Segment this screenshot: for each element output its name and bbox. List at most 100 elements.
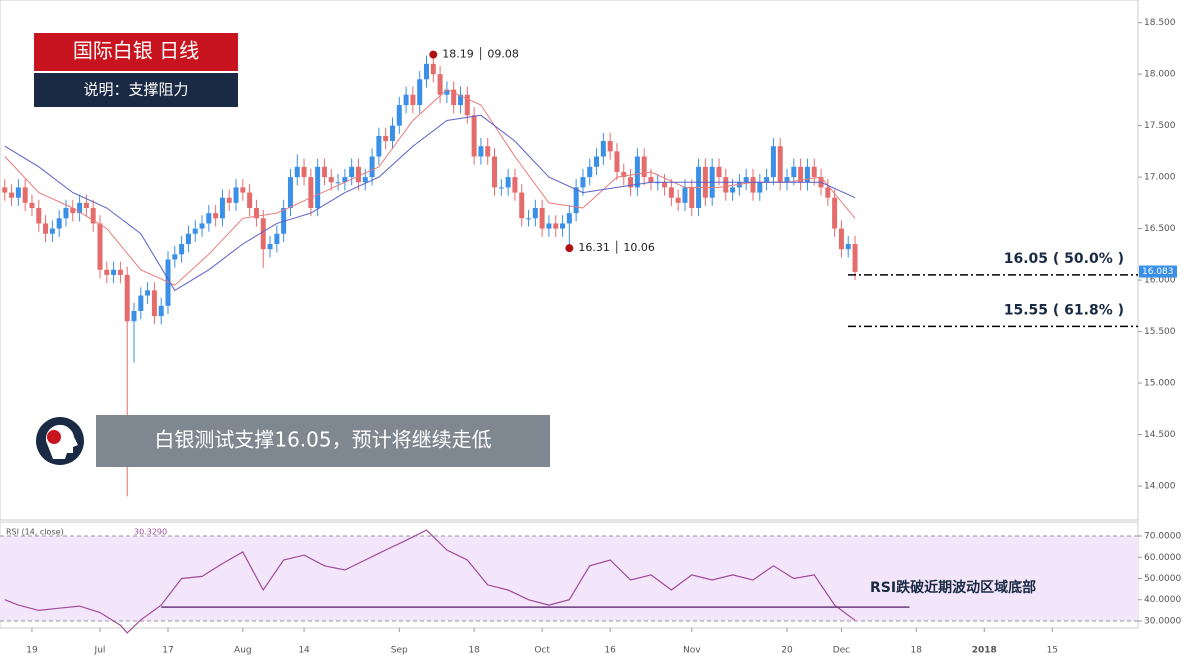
rsi-band <box>0 536 1138 621</box>
candle-body <box>485 146 491 157</box>
candle-body <box>206 213 212 224</box>
candle-body <box>526 218 532 220</box>
candle-body <box>233 187 239 203</box>
candle-body <box>369 156 375 178</box>
candle-body <box>315 166 321 208</box>
candle-body <box>764 177 770 183</box>
y-tick-label: 14.500 <box>1144 430 1176 440</box>
y-tick-label: 17.500 <box>1144 121 1176 131</box>
candle-body <box>267 244 273 250</box>
candle-body <box>328 177 334 183</box>
candle-body <box>97 223 103 270</box>
candle-body <box>349 166 355 178</box>
y-tick-label: 15.500 <box>1144 327 1176 337</box>
title: 国际白银 日线 <box>73 39 199 63</box>
candle-body <box>770 146 776 178</box>
logo <box>36 417 84 465</box>
candle-body <box>63 208 69 219</box>
candle-body <box>77 202 83 214</box>
candle-body <box>36 208 42 224</box>
candle-body <box>662 182 668 188</box>
candle-body <box>9 192 15 198</box>
candle-body <box>90 208 96 224</box>
candle-body <box>845 244 851 250</box>
candle-body <box>437 74 443 95</box>
y-tick-label: 60.0000 <box>1144 553 1181 563</box>
candle-body <box>675 197 681 203</box>
candle-body <box>131 310 137 322</box>
candle-body <box>832 197 838 229</box>
x-tick-label: Jul <box>94 646 106 656</box>
candle-body <box>811 166 817 178</box>
x-tick-label: 20 <box>781 646 793 656</box>
y-tick-label: 18.500 <box>1144 18 1176 28</box>
candle-body <box>213 213 219 219</box>
candle-body <box>668 187 674 198</box>
candle-body <box>498 187 504 189</box>
rsi-line <box>4 529 856 634</box>
candle-body <box>124 274 130 322</box>
candle-body <box>587 166 593 178</box>
candle-body <box>396 105 402 126</box>
candle-body <box>648 177 654 183</box>
subtitle-box <box>34 73 238 107</box>
candle-body <box>145 290 151 296</box>
candle-body <box>614 151 620 172</box>
x-tick-label: Dec <box>833 646 850 656</box>
y-tick-label: 14.000 <box>1144 482 1176 492</box>
candle-body <box>743 177 749 183</box>
candle-body <box>43 223 49 234</box>
candle-body <box>464 94 470 116</box>
candle-body <box>573 187 579 214</box>
moving-average <box>4 114 856 292</box>
annotation-label: 16.31 │ 10.06 <box>578 240 655 254</box>
candle-body <box>253 208 259 219</box>
rsi-annotation: RSI跌破近期波动区域底部 <box>870 579 1036 596</box>
rsi-title: RSI (14, close) <box>6 528 64 537</box>
candle-body <box>852 244 858 272</box>
title-box <box>34 33 238 71</box>
candle-body <box>730 187 736 193</box>
candle-body <box>294 166 300 178</box>
candle-body <box>634 156 640 188</box>
candle-body <box>798 166 804 183</box>
candle-body <box>179 244 185 255</box>
x-tick-label: 2018 <box>972 646 997 656</box>
caption: 白银测试支撑16.05，预计将继续走低 <box>154 428 491 452</box>
x-tick-label: Nov <box>683 646 701 656</box>
annotation-label: 18.19 │ 09.08 <box>442 47 519 61</box>
x-tick-label: 17 <box>162 646 173 656</box>
level-label: 15.55 ( 61.8% ) <box>1004 302 1124 318</box>
candle-body <box>185 233 191 245</box>
candle-body <box>376 135 382 157</box>
candle-body <box>240 187 246 193</box>
candle-body <box>607 141 613 152</box>
last-price-tag <box>1139 265 1177 278</box>
x-tick-label: Aug <box>234 646 252 656</box>
candle-body <box>49 228 55 234</box>
candle-body <box>423 63 429 80</box>
candle-body <box>417 79 423 106</box>
candle-body <box>403 94 409 106</box>
candle-body <box>471 115 477 157</box>
candle-body <box>723 177 729 193</box>
x-tick-label: 18 <box>468 646 480 656</box>
candle-body <box>594 156 600 167</box>
candle-body <box>342 177 348 183</box>
candle-body <box>410 94 416 106</box>
candle-body <box>274 233 280 245</box>
candle-body <box>580 177 586 188</box>
candle-body <box>553 223 559 229</box>
candle-body <box>111 269 117 275</box>
y-tick-label: 30.0000 <box>1144 616 1181 626</box>
candle-body <box>22 187 28 203</box>
candle-body <box>560 223 566 229</box>
x-tick-label: Oct <box>534 646 550 656</box>
candle-body <box>546 223 552 229</box>
candle-body <box>226 197 232 203</box>
y-tick-label: 17.000 <box>1144 173 1176 183</box>
candle-body <box>2 187 8 193</box>
x-tick-label: 14 <box>298 646 310 656</box>
y-tick-label: 40.0000 <box>1144 595 1181 605</box>
